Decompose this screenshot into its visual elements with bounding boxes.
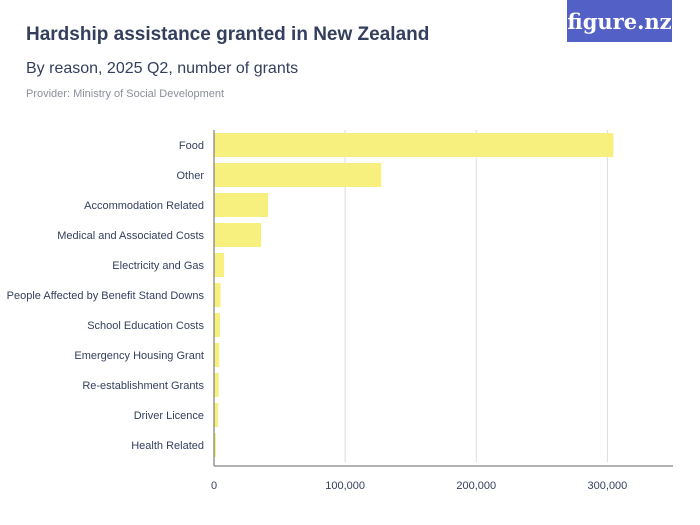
bar <box>214 403 219 427</box>
x-tick-label: 200,000 <box>456 480 496 492</box>
category-label: Emergency Housing Grant <box>74 350 204 362</box>
category-label: Accommodation Related <box>84 200 204 212</box>
category-label: Medical and Associated Costs <box>57 230 204 242</box>
bar <box>214 133 614 157</box>
x-tick-label: 300,000 <box>588 480 628 492</box>
provider-text: Provider: Ministry of Social Development <box>26 88 225 100</box>
figure-nz-logo[interactable]: figure.nz <box>567 0 672 42</box>
bar <box>214 283 221 307</box>
chart-subtitle: By reason, 2025 Q2, number of grants <box>26 60 299 77</box>
chart-title: Hardship assistance granted in New Zeala… <box>26 24 430 45</box>
bar <box>214 343 220 367</box>
bar <box>214 373 219 397</box>
category-label: Electricity and Gas <box>112 260 204 272</box>
bar <box>214 253 224 277</box>
category-label: Health Related <box>131 440 204 452</box>
category-label: Other <box>176 170 204 182</box>
bar <box>214 193 269 217</box>
bar <box>214 223 262 247</box>
category-label: School Education Costs <box>87 320 204 332</box>
category-label: People Affected by Benefit Stand Downs <box>7 290 205 302</box>
bar <box>214 433 216 457</box>
category-label: Re-establishment Grants <box>82 380 204 392</box>
bar <box>214 313 221 337</box>
x-tick-label: 100,000 <box>325 480 365 492</box>
x-tick-label: 0 <box>211 480 217 492</box>
category-label: Driver Licence <box>134 410 204 422</box>
category-label: Food <box>179 140 204 152</box>
bar <box>214 163 382 187</box>
